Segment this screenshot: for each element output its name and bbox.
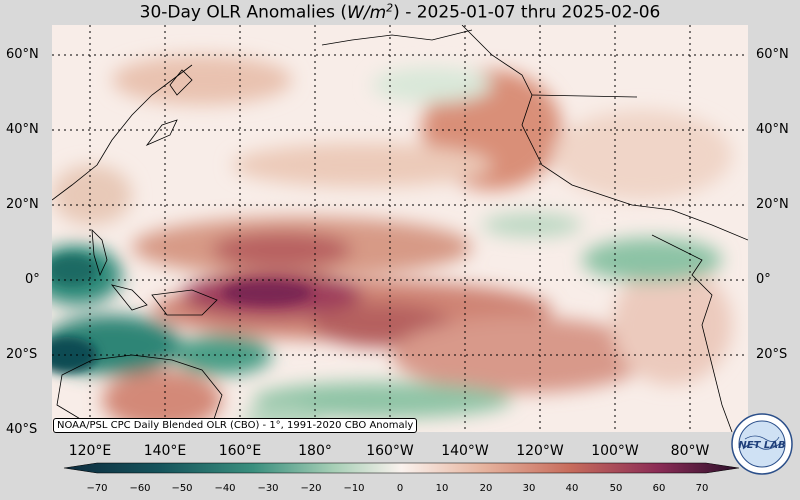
lon-label: 120°W (516, 443, 564, 459)
lon-label: 160°E (218, 443, 262, 459)
lat-label-right: 60°N (756, 47, 789, 62)
lon-label: 80°W (670, 443, 710, 459)
colorbar-tick: −40 (214, 483, 236, 494)
lat-label-right: 20°N (756, 197, 789, 212)
lat-label-left: 40°S (6, 422, 38, 437)
data-source-credit: NOAA/PSL CPC Daily Blended OLR (CBO) - 1… (53, 418, 418, 433)
lon-label: 140°W (441, 443, 489, 459)
logo-text: NET LAB (738, 440, 785, 451)
title-suffix: ) - 2025-01-07 thru 2025-02-06 (393, 2, 661, 23)
colorbar-tick: −70 (86, 483, 108, 494)
lon-label: 120°E (68, 443, 112, 459)
lat-label-left: 40°N (6, 122, 39, 137)
lon-label: 160°W (366, 443, 414, 459)
map-title: 30-Day OLR Anomalies (W/m2) - 2025-01-07… (0, 1, 800, 23)
lon-label: 180° (298, 443, 332, 459)
colorbar-tick: −30 (257, 483, 279, 494)
colorbar-tick: −60 (129, 483, 151, 494)
colorbar-tick: 10 (435, 483, 449, 494)
coastlines (52, 25, 748, 432)
netlab-logo-icon: NET LAB (731, 413, 793, 475)
colorbar-tick: 50 (609, 483, 623, 494)
colorbar-tick: −50 (171, 483, 193, 494)
graticule (52, 25, 748, 432)
lat-label-right: 20°S (756, 347, 788, 362)
colorbar-tick: 60 (652, 483, 666, 494)
colorbar-tick: 30 (522, 483, 536, 494)
lon-label: 100°W (591, 443, 639, 459)
lat-label-left: 60°N (6, 47, 39, 62)
colorbar-tick: 70 (695, 483, 709, 494)
anomaly-field (52, 25, 748, 432)
colorbar-tick: −10 (343, 483, 365, 494)
lon-label: 140°E (143, 443, 187, 459)
colorbar-tick: 40 (565, 483, 579, 494)
title-prefix: 30-Day OLR Anomalies ( (139, 2, 348, 23)
lat-label-right: 0° (756, 272, 771, 287)
colorbar-tick: 20 (479, 483, 493, 494)
olr-anomaly-map (52, 25, 748, 432)
lat-label-left: 20°S (6, 347, 38, 362)
colorbar-tick: 0 (396, 483, 404, 494)
title-unit-exponent: 2 (386, 1, 394, 14)
colorbar-tick: −20 (300, 483, 322, 494)
lat-label-left: 0° (25, 272, 40, 287)
lat-label-right: 40°N (756, 122, 789, 137)
lat-label-left: 20°N (6, 197, 39, 212)
title-unit: W/m2 (347, 1, 394, 23)
